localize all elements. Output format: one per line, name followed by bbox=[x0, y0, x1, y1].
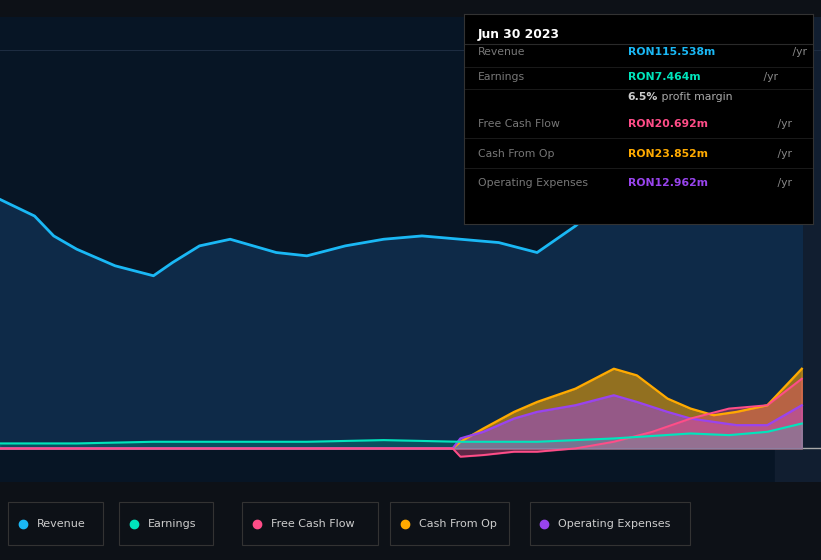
Text: RON115.538m: RON115.538m bbox=[628, 47, 715, 57]
Text: Cash From Op: Cash From Op bbox=[419, 519, 497, 529]
Text: Free Cash Flow: Free Cash Flow bbox=[478, 119, 560, 129]
FancyBboxPatch shape bbox=[119, 502, 213, 545]
Text: /yr: /yr bbox=[774, 148, 792, 158]
Text: Operating Expenses: Operating Expenses bbox=[558, 519, 671, 529]
Text: Revenue: Revenue bbox=[37, 519, 85, 529]
Text: /yr: /yr bbox=[789, 47, 807, 57]
Text: RON23.852m: RON23.852m bbox=[628, 148, 708, 158]
Bar bbox=[775, 17, 821, 482]
Text: Operating Expenses: Operating Expenses bbox=[478, 178, 588, 188]
FancyBboxPatch shape bbox=[8, 502, 103, 545]
Text: Cash From Op: Cash From Op bbox=[478, 148, 554, 158]
Text: Earnings: Earnings bbox=[478, 72, 525, 82]
Text: Free Cash Flow: Free Cash Flow bbox=[271, 519, 355, 529]
Text: 6.5%: 6.5% bbox=[628, 92, 658, 102]
Text: /yr: /yr bbox=[774, 119, 792, 129]
Text: /yr: /yr bbox=[774, 178, 792, 188]
Text: profit margin: profit margin bbox=[658, 92, 732, 102]
FancyBboxPatch shape bbox=[242, 502, 378, 545]
FancyBboxPatch shape bbox=[530, 502, 690, 545]
Text: /yr: /yr bbox=[759, 72, 777, 82]
Text: Jun 30 2023: Jun 30 2023 bbox=[478, 27, 560, 41]
Text: RON7.464m: RON7.464m bbox=[628, 72, 700, 82]
Text: RON12.962m: RON12.962m bbox=[628, 178, 708, 188]
Text: RON20.692m: RON20.692m bbox=[628, 119, 708, 129]
FancyBboxPatch shape bbox=[390, 502, 509, 545]
Text: Revenue: Revenue bbox=[478, 47, 525, 57]
Text: Earnings: Earnings bbox=[148, 519, 196, 529]
